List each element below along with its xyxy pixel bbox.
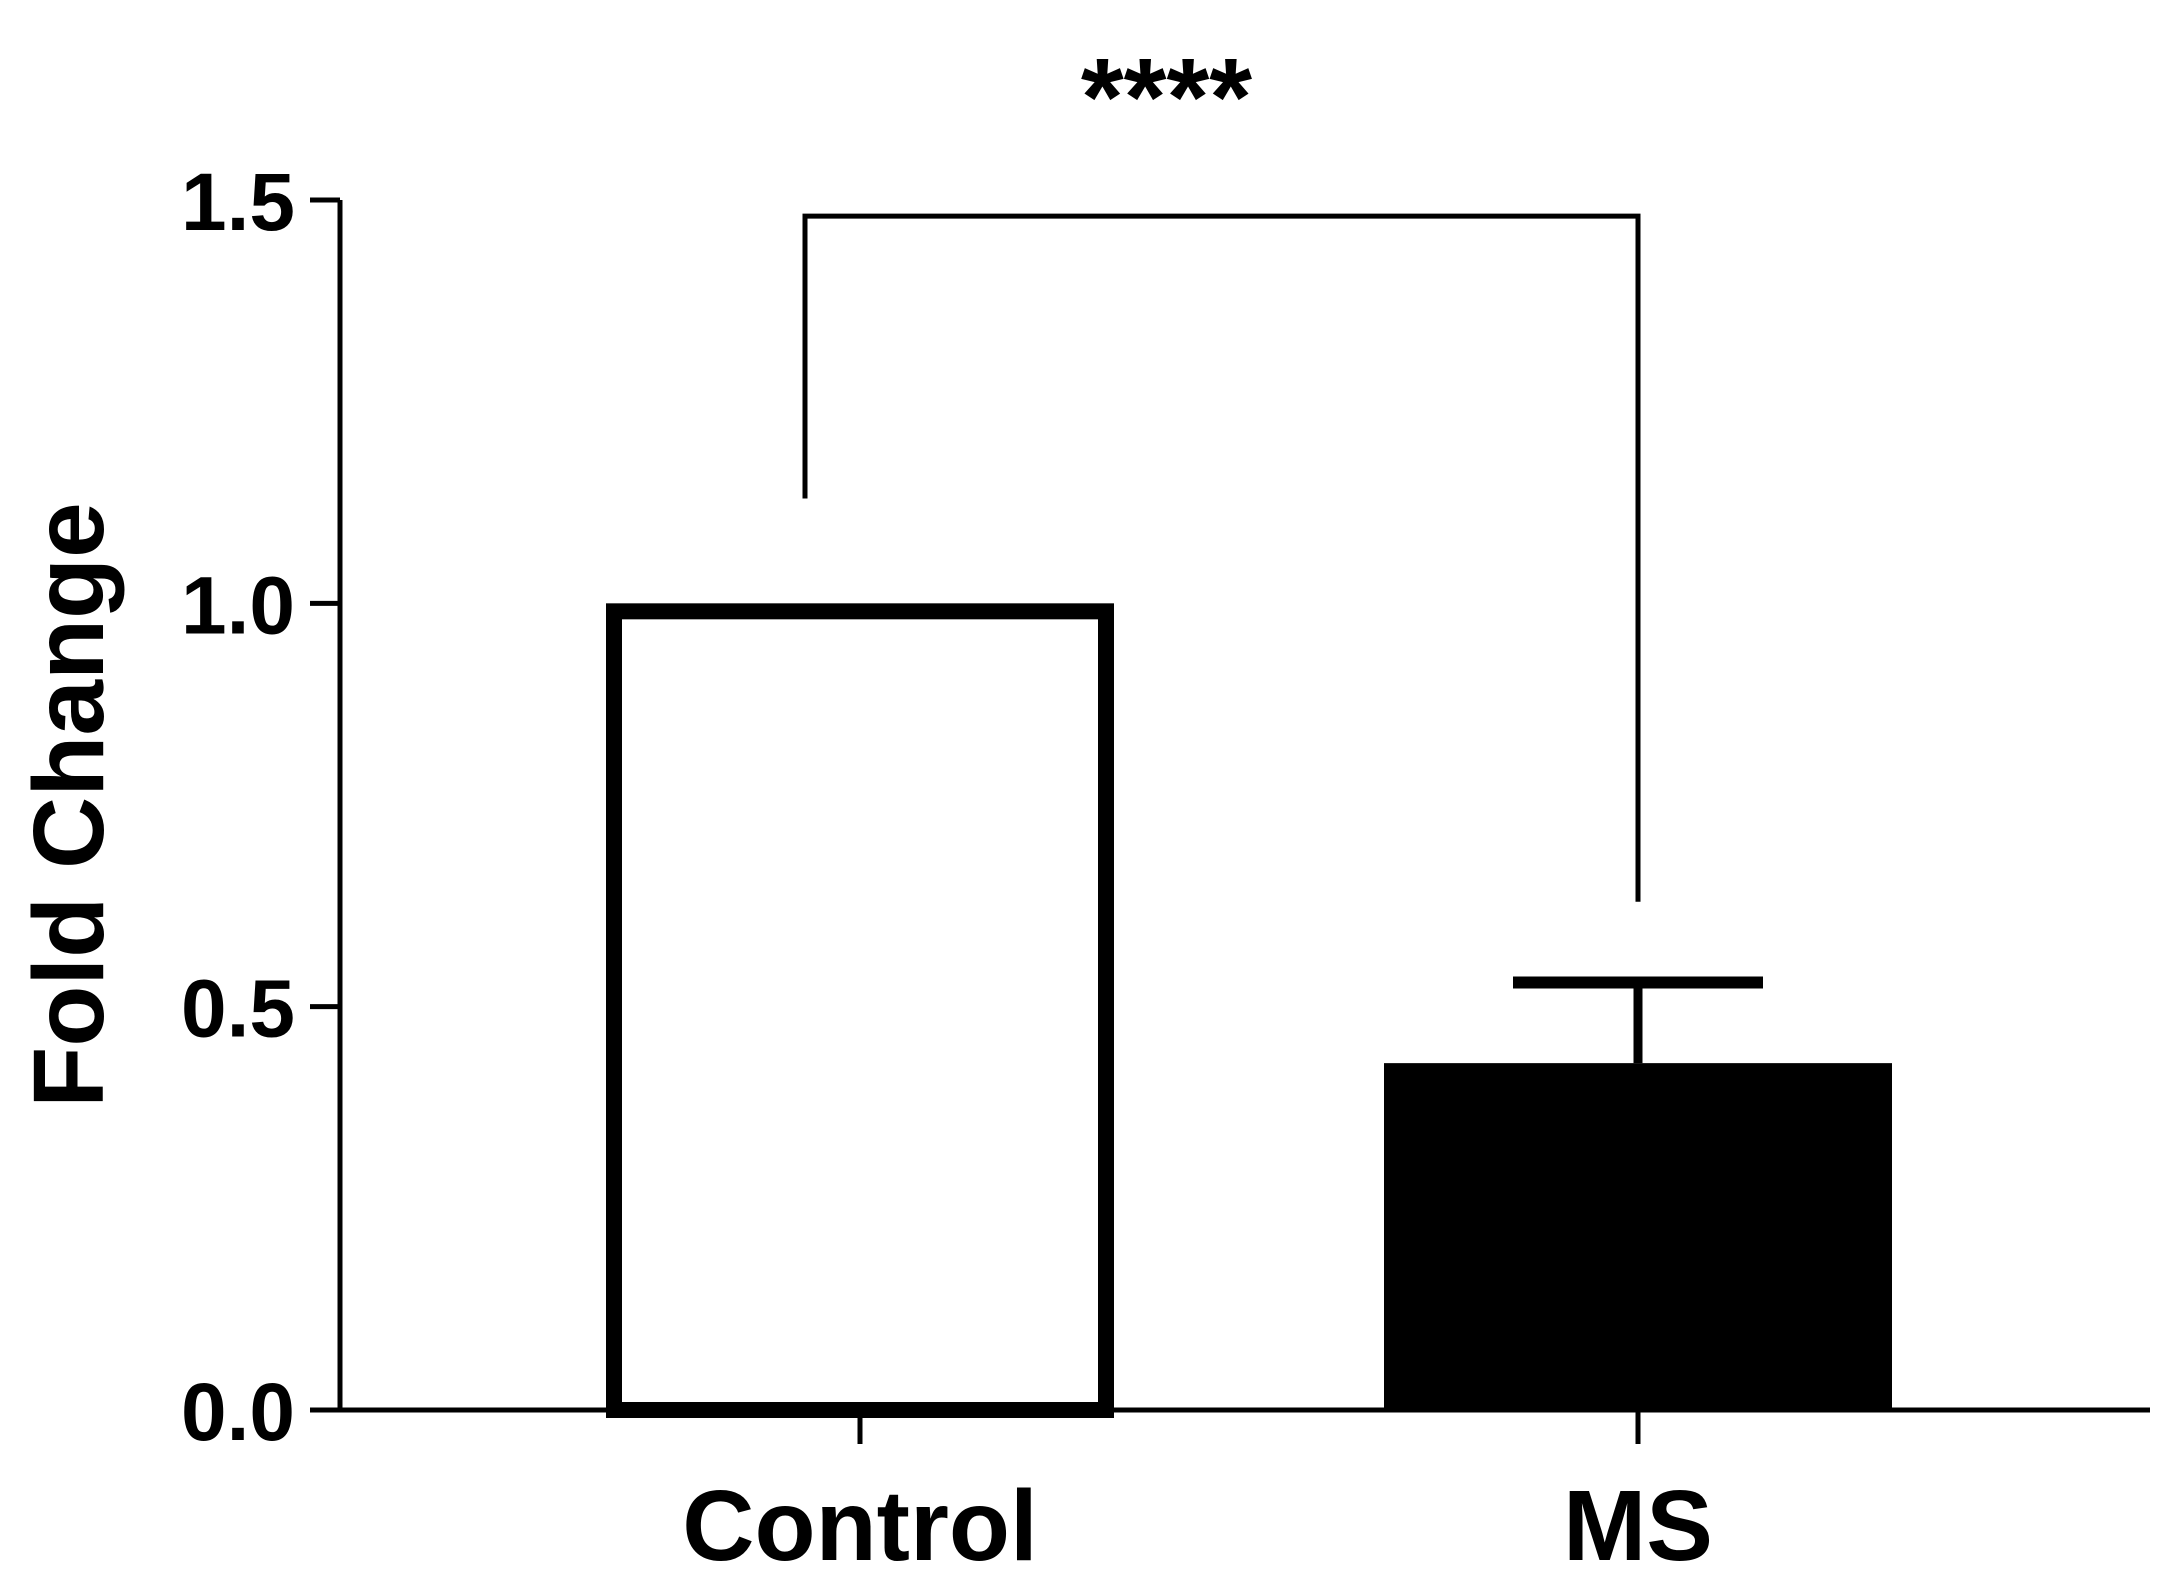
significance-label: **** <box>1081 36 1252 159</box>
x-tick-label-ms: MS <box>1563 1470 1713 1580</box>
x-tick-label-control: Control <box>682 1470 1037 1580</box>
significance-annotation <box>802 213 1641 902</box>
labels: 0.0 0.5 1.0 1.5 Fold Change Control MS **** <box>13 36 1713 1580</box>
significance-bracket <box>802 213 1641 902</box>
error-bars <box>1513 976 1763 1064</box>
bar-ms <box>1384 1063 1892 1412</box>
y-axis-title: Fold Change <box>13 502 125 1108</box>
bars <box>606 603 1892 1418</box>
y-tick-label: 1.0 <box>181 560 295 651</box>
bar-control <box>606 603 1114 1418</box>
y-tick-label: 0.0 <box>181 1367 295 1458</box>
y-tick-label: 0.5 <box>181 964 295 1055</box>
y-tick-label: 1.5 <box>181 157 295 248</box>
